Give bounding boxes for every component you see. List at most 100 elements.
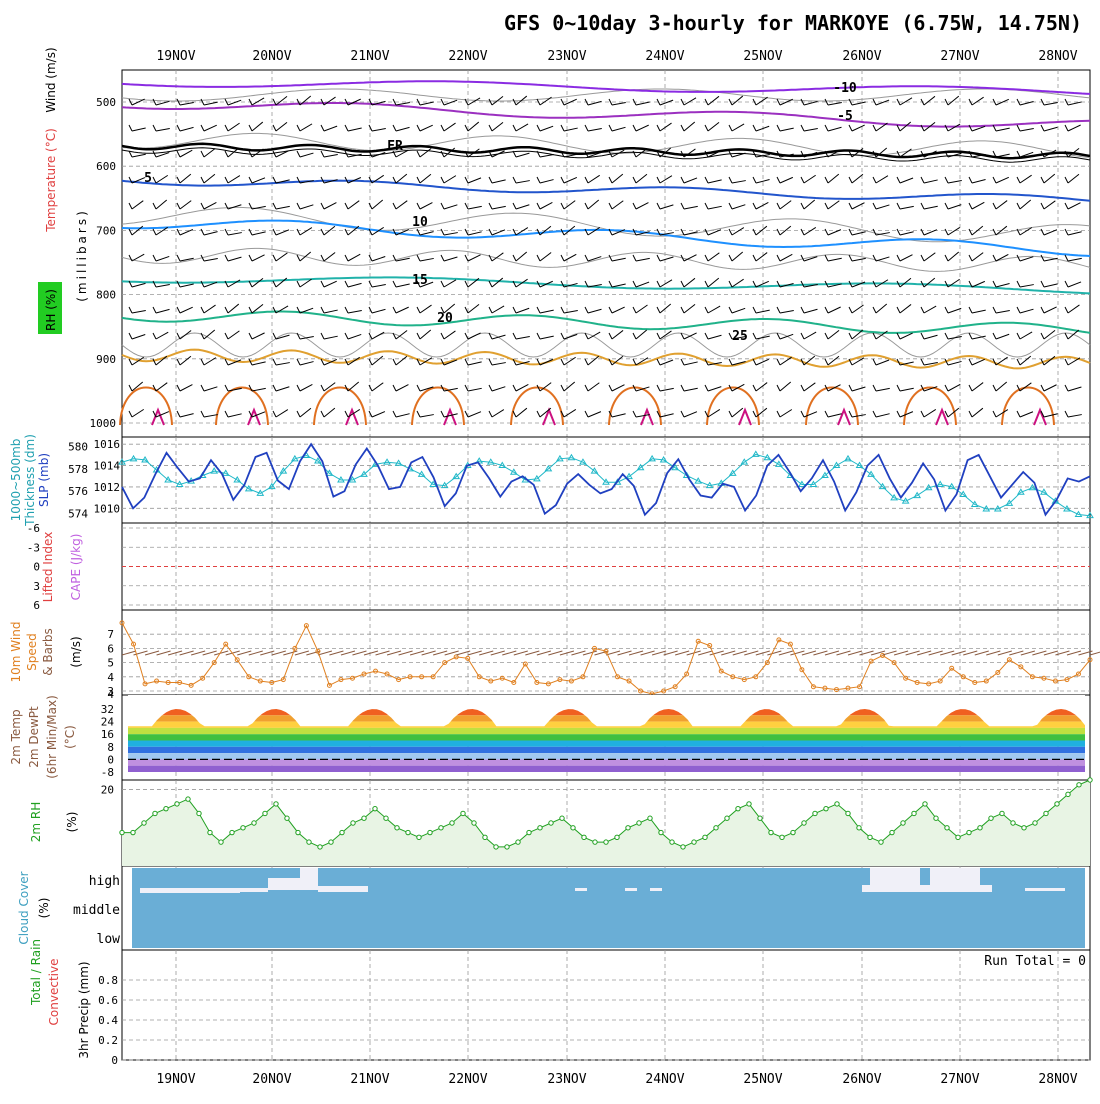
date-label-bottom: 19NOV [156,1072,195,1087]
wind-barb [323,407,336,418]
wind-barb-feather [968,280,973,288]
wind-barb-feather [512,306,517,314]
wind-barb-feather [248,124,253,132]
wind-barb [995,409,1009,418]
cloud-level-label: low [97,932,121,947]
wind-barb-feather [896,228,901,236]
upper-axis-labels: Wind (m/s) Temperature (°C) [44,47,58,232]
wind-barb-feather [584,410,589,418]
wind-barb [491,121,504,132]
wind-barb [275,229,290,236]
wind-barb-feather [608,306,613,314]
wind10-barb [456,650,471,656]
wind-barb [587,411,602,418]
wind10-barb [156,650,171,656]
wind-barb-feather [656,332,661,340]
wind-barb [587,100,602,106]
wind-barb [131,310,146,314]
wind-barb-feather [944,98,949,106]
lifted-axis-labels: Lifted Index CAPE (J/kg) [41,532,83,603]
wind-barb [827,102,842,106]
wind-barb [947,307,962,314]
wind-barb-feather [872,332,877,340]
wind-barb-feather [296,124,301,132]
wind-barb [467,97,481,106]
rh2m-point [922,801,928,807]
rh2m-point [933,815,939,821]
wind-barb [299,152,314,158]
wind-barb-feather [512,98,517,106]
wind-barb [683,148,696,158]
wind-barb [203,304,216,314]
wind-barb [659,359,674,366]
wind-barb-feather [152,228,157,236]
rh2m-point [471,820,477,826]
wind-barb [299,180,314,184]
lifted-tick-label: -6 [27,522,40,535]
wind10-barb [1032,650,1047,656]
wind-barb [683,361,698,366]
wind-barb-feather [1016,228,1021,236]
wind-barb [851,148,864,158]
wind-barb-feather [272,98,277,106]
wind-barb [443,122,456,132]
wind-barb [875,413,890,418]
wind-barb-feather [512,332,517,340]
wind-barb [731,336,746,340]
wind-barb-feather [896,124,901,132]
pressure-tick-label: 1000 [90,417,117,430]
wind10-barb [1055,650,1070,656]
wind-barb [779,253,793,262]
wind-barb-feather [800,280,805,288]
wind-barb-feather [1064,228,1069,236]
wind-barb-feather [728,280,733,288]
thickness-point [636,463,645,471]
cape-label: CAPE (J/kg) [69,534,83,601]
wind10-tick-label: 6 [107,642,114,655]
wind-barb-feather [824,384,829,392]
wind-barb [323,225,336,236]
wind-barb [371,152,386,158]
wind-barb [395,173,408,184]
temp-color-band [128,753,1085,760]
rh2m-point [185,796,191,802]
rh2m-point [559,815,565,821]
wind-barb-feather [992,202,997,210]
wind-barb-feather [128,228,133,236]
thickness-point [267,482,276,490]
wind-barb [155,411,170,418]
wind-barb-feather [440,410,445,418]
date-label-top: 22NOV [448,49,487,64]
wind-barb-feather [560,254,565,262]
wind-barb [347,310,362,314]
warm-lobe-contour [1001,386,1055,426]
wind-barb-feather [464,254,469,262]
wind-barb [995,127,1010,132]
wind-barb [923,229,938,236]
wind-barb-feather [824,202,829,210]
wind-barb-feather [368,410,373,418]
wind-barb-feather [968,176,973,184]
wind-barb-feather [176,98,181,106]
wind-barb-feather [1016,124,1021,132]
wind-barb-feather [224,306,229,314]
wind10-barb [905,650,920,656]
wind-barb [203,124,217,132]
wind-barb-feather [416,150,421,158]
wind-barb [947,204,962,210]
wind-barb-feather [824,228,829,236]
wind-barb [995,283,1010,288]
wind-barb [491,179,506,184]
wind10-barb [260,650,275,656]
wind-barb-feather [656,254,661,262]
wind-barb [155,226,168,236]
wind-barb [803,174,816,184]
wind-barb-feather [296,410,301,418]
thickness-point [532,474,541,482]
rh2m-point [724,815,730,821]
wind-barb [203,148,216,158]
wind-barb-feather [368,358,373,366]
wind-barb [635,173,648,184]
temp2m-tick-label: 32 [101,703,114,716]
wind-barb-feather [152,358,157,366]
